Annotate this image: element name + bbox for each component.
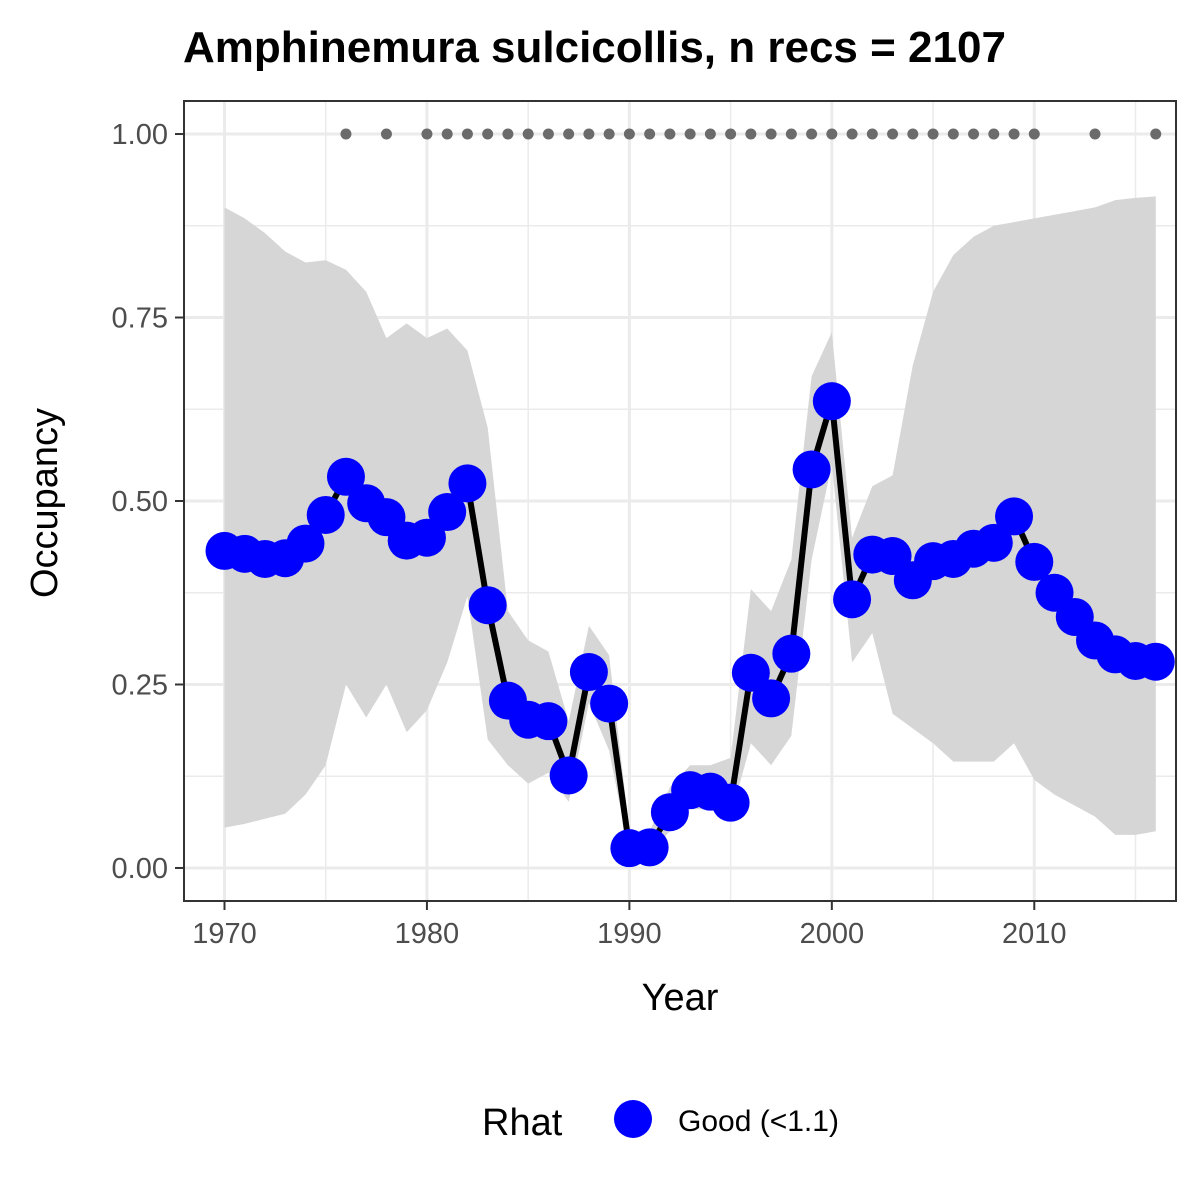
record-dot	[623, 128, 635, 140]
record-dot	[1150, 128, 1162, 140]
occupancy-points	[205, 382, 1175, 868]
x-tick-label: 2000	[800, 918, 865, 950]
record-dot	[563, 128, 575, 140]
occupancy-point	[752, 679, 791, 718]
record-dot	[461, 128, 473, 140]
record-dot	[340, 128, 352, 140]
x-tick-label: 1990	[597, 918, 662, 950]
record-dot	[664, 128, 676, 140]
record-dot	[947, 128, 959, 140]
credible-interval-ribbon	[224, 196, 1156, 854]
record-dot	[927, 128, 939, 140]
x-axis-title: Year	[642, 977, 719, 1019]
record-dot	[542, 128, 554, 140]
legend-title: Rhat	[482, 1102, 563, 1144]
plot-panel	[183, 100, 1177, 902]
record-dot	[704, 128, 716, 140]
record-dot	[785, 128, 797, 140]
y-axis-title: Occupancy	[24, 408, 66, 598]
occupancy-point	[974, 523, 1013, 562]
record-dot	[380, 128, 392, 140]
occupancy-point	[549, 756, 588, 795]
occupancy-point	[792, 450, 831, 489]
x-tick-label: 2010	[1002, 918, 1067, 950]
record-dot	[522, 128, 534, 140]
chart-title: Amphinemura sulcicollis, n recs = 2107	[183, 23, 1006, 72]
record-dot	[1028, 128, 1040, 140]
y-tick-label: 0.00	[112, 853, 168, 885]
occupancy-point	[326, 457, 365, 496]
y-tick-label: 0.50	[112, 486, 168, 518]
occupancy-point	[529, 702, 568, 741]
occupancy-point	[772, 634, 811, 673]
x-axis: 1970 1980 1990 2000 2010	[192, 901, 1067, 950]
occupancy-point	[833, 580, 872, 619]
record-dot	[968, 128, 980, 140]
record-dots	[340, 128, 1162, 140]
occupancy-point	[711, 783, 750, 822]
record-dot	[684, 128, 696, 140]
occupancy-point	[569, 653, 608, 692]
record-dot	[907, 128, 919, 140]
record-dot	[745, 128, 757, 140]
y-tick-label: 0.25	[112, 669, 168, 701]
occupancy-point	[1136, 642, 1175, 681]
occupancy-point	[731, 653, 770, 692]
record-dot	[502, 128, 514, 140]
occupancy-point	[448, 464, 487, 503]
record-dot	[583, 128, 595, 140]
record-dot	[1089, 128, 1101, 140]
y-axis: 0.00 0.25 0.50 0.75 1.00	[112, 119, 184, 885]
x-tick-label: 1970	[192, 918, 257, 950]
occupancy-point	[630, 828, 669, 867]
record-dot	[887, 128, 899, 140]
occupancy-point	[468, 586, 507, 625]
record-dot	[421, 128, 433, 140]
record-dot	[482, 128, 494, 140]
x-tick-label: 1980	[395, 918, 460, 950]
record-dot	[725, 128, 737, 140]
record-dot	[846, 128, 858, 140]
occupancy-point	[590, 684, 629, 723]
occupancy-point	[286, 524, 325, 563]
record-dot	[1008, 128, 1020, 140]
occupancy-point	[812, 382, 851, 421]
legend: Rhat Good (<1.1)	[482, 1100, 839, 1144]
occupancy-point	[306, 495, 345, 534]
y-tick-label: 0.75	[112, 303, 168, 335]
legend-key-good	[614, 1100, 652, 1138]
occupancy-point	[995, 497, 1034, 536]
y-tick-label: 1.00	[112, 119, 168, 151]
occupancy-point	[1015, 542, 1054, 581]
record-dot	[765, 128, 777, 140]
occupancy-point	[428, 493, 467, 532]
record-dot	[644, 128, 656, 140]
legend-label-good: Good (<1.1)	[678, 1105, 839, 1138]
record-dot	[866, 128, 878, 140]
record-dot	[826, 128, 838, 140]
occupancy-point	[407, 518, 446, 557]
record-dot	[603, 128, 615, 140]
record-dot	[806, 128, 818, 140]
record-dot	[441, 128, 453, 140]
record-dot	[988, 128, 1000, 140]
